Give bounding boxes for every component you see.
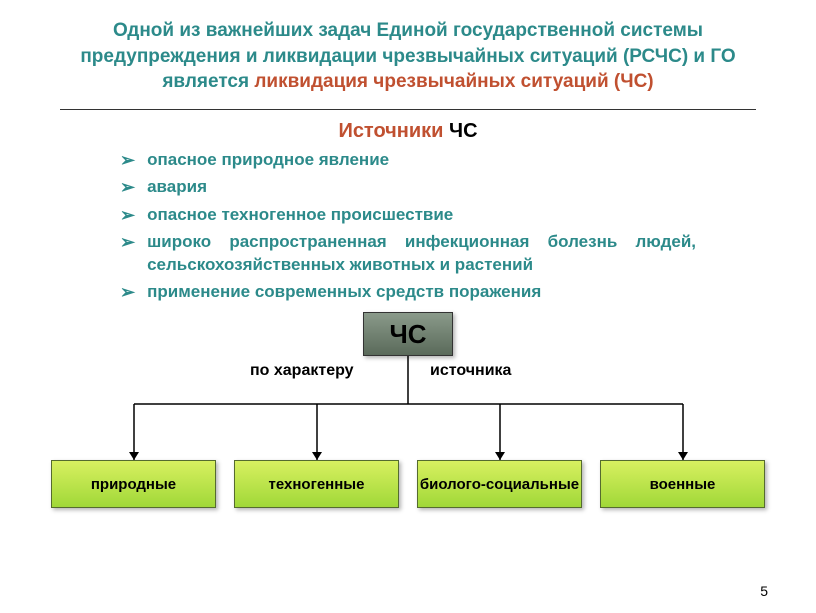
bullet-arrow-icon: ➢ [120, 204, 135, 227]
header-red-text: ликвидация чрезвычайных ситуаций (ЧС) [254, 71, 653, 92]
tree-diagram: ЧС по характеру источника природные техн… [0, 312, 816, 532]
bullet-text: авария [147, 176, 696, 199]
bullet-item: ➢ опасное техногенное происшествие [120, 204, 696, 227]
bullet-text: опасное техногенное происшествие [147, 204, 696, 227]
sources-subheader: Источники ЧС [0, 120, 816, 143]
bullet-arrow-icon: ➢ [120, 176, 135, 199]
bullet-text: опасное природное явление [147, 149, 696, 172]
branch-label-left: по характеру [250, 362, 354, 380]
subheader-red: Источники [338, 120, 443, 142]
bullet-item: ➢ применение современных средств поражен… [120, 281, 696, 304]
leaf-label: техногенные [269, 476, 365, 493]
leaf-label: биолого-социальные [420, 476, 579, 493]
leaf-node: военные [600, 460, 765, 508]
bullet-arrow-icon: ➢ [120, 231, 135, 254]
leaf-row: природные техногенные биолого-социальные… [0, 460, 816, 508]
slide-header: Одной из важнейших задач Единой государс… [0, 0, 816, 103]
leaf-label: военные [650, 476, 716, 493]
leaf-node: техногенные [234, 460, 399, 508]
divider-line [60, 109, 756, 110]
bullet-item: ➢ авария [120, 176, 696, 199]
branch-label-right: источника [430, 362, 511, 380]
bullet-arrow-icon: ➢ [120, 149, 135, 172]
bullet-item: ➢ опасное природное явление [120, 149, 696, 172]
page-number: 5 [760, 583, 768, 599]
bullet-arrow-icon: ➢ [120, 281, 135, 304]
bullet-item: ➢ широко распространенная инфекционная б… [120, 231, 696, 277]
leaf-node: биолого-социальные [417, 460, 582, 508]
leaf-node: природные [51, 460, 216, 508]
bullet-text: применение современных средств поражения [147, 281, 696, 304]
subheader-black: ЧС [443, 120, 477, 142]
leaf-label: природные [91, 476, 176, 493]
bullet-text: широко распространенная инфекционная бол… [147, 231, 696, 277]
bullet-list: ➢ опасное природное явление ➢ авария ➢ о… [0, 149, 816, 304]
root-node: ЧС [363, 312, 453, 356]
root-label: ЧС [389, 319, 426, 350]
